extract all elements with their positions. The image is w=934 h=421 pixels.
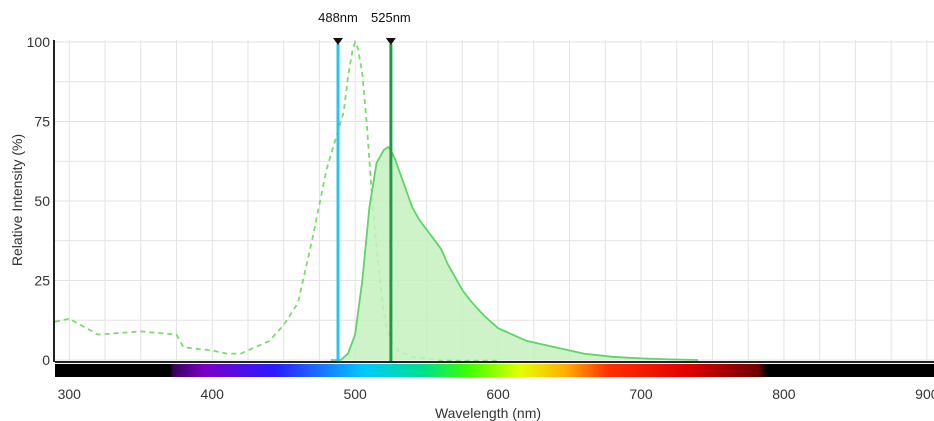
y-tick-label: 75 bbox=[34, 114, 50, 130]
chart-grid bbox=[55, 40, 934, 361]
marker-label-525nm: 525nm bbox=[371, 10, 411, 25]
marker-arrow-525nm bbox=[385, 38, 396, 45]
y-tick-label: 25 bbox=[34, 273, 50, 289]
tick-labels: 300 400 500 600 700 800 900 0 25 50 75 100 bbox=[27, 34, 934, 402]
laser-markers: 488nm 525nm bbox=[318, 10, 411, 362]
x-axis-title: Wavelength (nm) bbox=[435, 405, 541, 421]
x-tick-label: 400 bbox=[201, 386, 225, 402]
y-tick-label: 100 bbox=[27, 34, 51, 50]
y-axis-title: Relative Intensity (%) bbox=[9, 134, 25, 266]
y-tick-label: 0 bbox=[42, 352, 50, 368]
marker-arrow-488nm bbox=[332, 38, 343, 45]
x-tick-label: 600 bbox=[486, 386, 510, 402]
x-tick-label: 500 bbox=[343, 386, 367, 402]
x-tick-label: 300 bbox=[58, 386, 82, 402]
emission-curve bbox=[330, 145, 699, 361]
x-tick-label: 900 bbox=[915, 386, 934, 402]
marker-label-488nm: 488nm bbox=[318, 10, 358, 25]
visible-spectrum-bar bbox=[55, 361, 934, 377]
emission-area-fill bbox=[330, 146, 699, 360]
x-tick-label: 800 bbox=[772, 386, 796, 402]
y-tick-label: 50 bbox=[34, 193, 50, 209]
spectrum-gradient bbox=[55, 364, 934, 377]
series-layer bbox=[54, 39, 699, 361]
x-tick-label: 700 bbox=[629, 386, 653, 402]
